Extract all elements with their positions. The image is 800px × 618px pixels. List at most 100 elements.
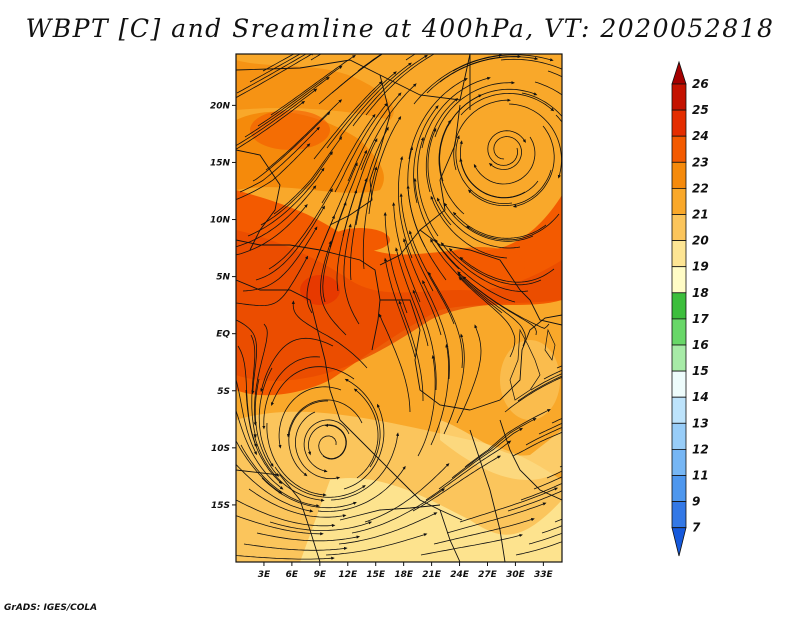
colorbar-label: 22 bbox=[692, 181, 709, 195]
lon-tick-label: 18E bbox=[394, 570, 414, 580]
streamline bbox=[236, 409, 284, 490]
streamline bbox=[351, 488, 446, 534]
colorbar-label: 19 bbox=[692, 260, 709, 274]
streamline bbox=[456, 324, 482, 424]
streamline bbox=[254, 378, 279, 477]
lon-tick-label: 27E bbox=[478, 570, 498, 580]
map-frame bbox=[235, 53, 563, 563]
lat-tick-label: 20N bbox=[210, 101, 231, 111]
streamline bbox=[459, 256, 555, 283]
streamline bbox=[426, 54, 522, 94]
streamline bbox=[434, 238, 516, 303]
streamline bbox=[317, 465, 406, 512]
streamline bbox=[268, 188, 333, 270]
streamline bbox=[306, 215, 335, 314]
country-borders bbox=[236, 54, 562, 562]
colorbar-swatch bbox=[671, 475, 687, 503]
colorbar-label: 18 bbox=[692, 286, 709, 300]
streamline bbox=[320, 240, 347, 336]
streamline bbox=[383, 211, 408, 314]
streamline bbox=[253, 433, 325, 502]
streamline bbox=[256, 532, 361, 542]
streamline bbox=[357, 54, 383, 72]
streamline bbox=[257, 65, 343, 127]
streamline bbox=[412, 455, 502, 512]
streamline bbox=[398, 300, 424, 401]
streamline bbox=[247, 167, 325, 237]
streamline bbox=[249, 54, 301, 83]
streamline bbox=[425, 97, 459, 193]
streamline bbox=[336, 189, 358, 292]
streamline bbox=[427, 127, 452, 226]
streamline bbox=[412, 289, 437, 391]
lon-tick-label: 6E bbox=[286, 570, 299, 580]
streamline bbox=[520, 482, 562, 501]
lat-tick-label: 10N bbox=[210, 216, 231, 226]
streamline bbox=[291, 300, 368, 369]
streamline bbox=[362, 166, 378, 270]
streamline bbox=[330, 432, 400, 501]
streamline bbox=[443, 333, 465, 435]
streamline bbox=[352, 54, 428, 127]
streamline bbox=[451, 418, 537, 479]
streamline bbox=[339, 62, 412, 138]
streamline bbox=[322, 201, 347, 303]
streamline bbox=[421, 76, 491, 149]
lon-tick-label: 33E bbox=[534, 570, 554, 580]
streamline bbox=[556, 365, 562, 369]
streamline bbox=[440, 242, 529, 292]
streamline bbox=[378, 313, 411, 413]
streamline bbox=[443, 202, 534, 242]
lat-tick-label: 5S bbox=[217, 387, 230, 397]
colorbar-swatch bbox=[671, 187, 687, 215]
streamline bbox=[512, 125, 555, 208]
streamline bbox=[430, 238, 503, 314]
streamline bbox=[438, 427, 523, 490]
streamline bbox=[343, 403, 385, 490]
grads-credit: GrADS: IGES/COLA bbox=[4, 603, 98, 613]
streamline bbox=[255, 205, 326, 281]
streamline bbox=[236, 463, 314, 513]
streamline bbox=[399, 193, 434, 292]
colorbar-label: 11 bbox=[692, 469, 709, 483]
streamline bbox=[466, 213, 560, 241]
streamline bbox=[455, 135, 513, 204]
streamline bbox=[253, 323, 268, 426]
colorbar-label: 25 bbox=[692, 103, 709, 117]
streamline bbox=[343, 223, 360, 325]
streamline bbox=[554, 518, 562, 523]
streamline bbox=[288, 400, 328, 477]
streamline bbox=[349, 177, 368, 281]
streamline bbox=[325, 533, 428, 556]
streamline bbox=[551, 417, 562, 424]
streamline bbox=[409, 230, 455, 325]
colorbar-swatch bbox=[671, 527, 687, 557]
streamline bbox=[413, 105, 439, 204]
colorbar-swatch bbox=[671, 448, 687, 476]
streamline bbox=[530, 373, 562, 391]
streamline bbox=[236, 255, 309, 307]
streamline bbox=[433, 518, 535, 545]
streamline bbox=[533, 476, 562, 490]
colorbar-swatch bbox=[671, 83, 687, 111]
colorbar-label: 26 bbox=[692, 77, 709, 91]
streamline bbox=[303, 419, 350, 473]
colorbar-label: 15 bbox=[692, 364, 709, 378]
streamline bbox=[395, 247, 429, 347]
streamline bbox=[487, 130, 526, 166]
streamline bbox=[236, 143, 311, 201]
streamline bbox=[269, 521, 373, 531]
streamline bbox=[437, 197, 521, 249]
lat-tick-label: 10S bbox=[211, 444, 230, 454]
streamline bbox=[439, 94, 483, 182]
streamlines bbox=[236, 54, 562, 560]
streamline bbox=[434, 81, 515, 138]
streamline bbox=[446, 502, 547, 534]
streamline bbox=[543, 369, 562, 380]
lat-tick-label: EQ bbox=[216, 330, 230, 340]
colorbar-swatch bbox=[671, 161, 687, 189]
streamline bbox=[420, 533, 523, 556]
streamline bbox=[307, 424, 347, 460]
streamline bbox=[457, 273, 526, 347]
